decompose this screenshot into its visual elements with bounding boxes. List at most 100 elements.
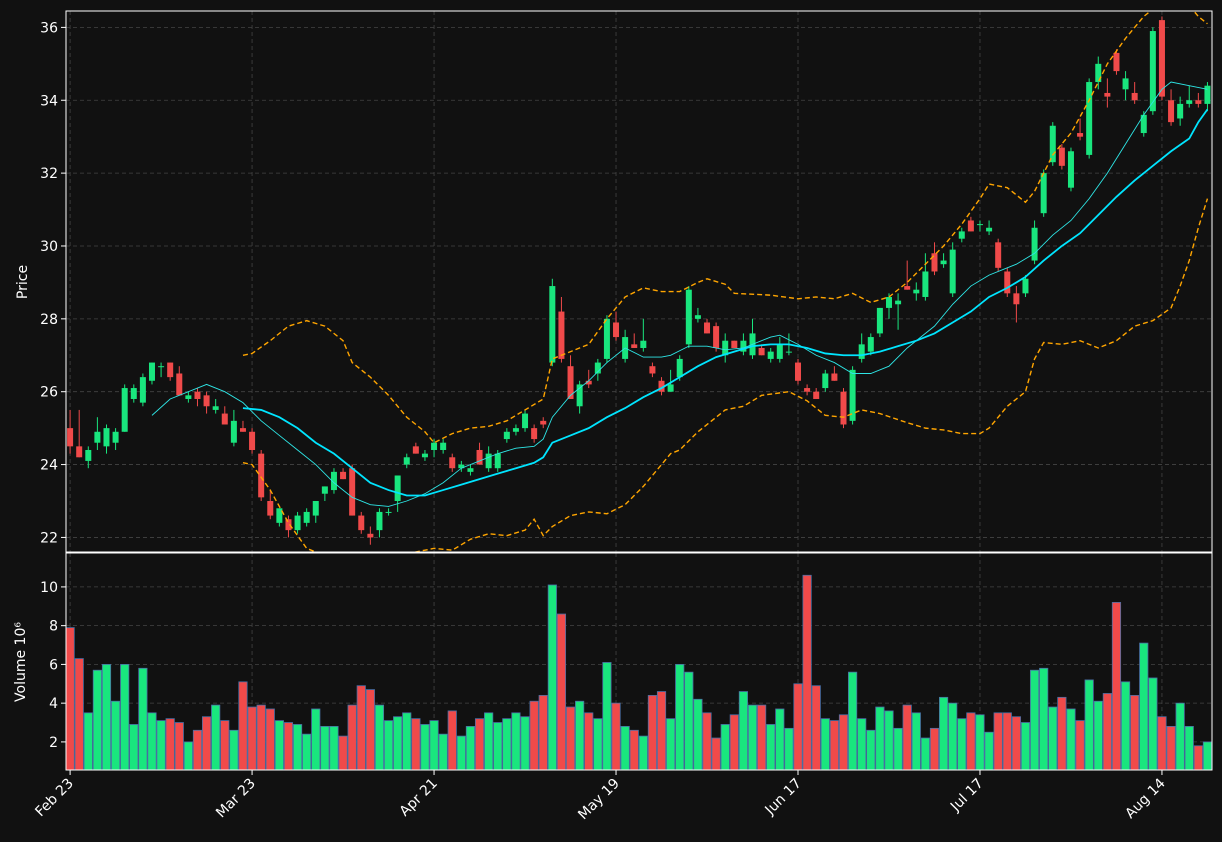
candle-body <box>1040 173 1047 214</box>
volume-bar <box>66 627 75 770</box>
volume-bar <box>138 667 148 770</box>
candle-body <box>185 395 192 399</box>
volume-bar <box>638 735 648 770</box>
candle-body <box>494 453 501 469</box>
candle-body <box>713 326 720 348</box>
candle-body <box>1204 85 1211 104</box>
candle-body <box>440 442 447 450</box>
volume-bar <box>1102 693 1112 770</box>
y-tick-label: 36 <box>40 20 58 36</box>
candle-body <box>986 227 993 232</box>
candle-body <box>203 395 210 407</box>
candle-body <box>94 431 101 443</box>
candle-body <box>1177 103 1184 119</box>
candle-body <box>949 249 956 294</box>
volume-bar <box>520 716 530 770</box>
volume-bar <box>311 708 321 770</box>
y-axis-label: Price <box>15 265 31 299</box>
volume-bar <box>365 689 375 770</box>
volume-bar <box>829 720 839 770</box>
candle-body <box>467 468 474 472</box>
candle-body <box>167 362 174 378</box>
candle-body <box>1104 92 1111 97</box>
volume-bar <box>929 727 940 770</box>
volume-bar <box>465 726 476 770</box>
candle-body <box>431 442 438 450</box>
volume-bar <box>183 741 193 770</box>
candle-body <box>512 428 519 432</box>
candle-body <box>294 515 301 531</box>
candle-body <box>503 431 510 440</box>
y-tick-label: 2 <box>49 735 58 751</box>
volume-bar <box>948 702 958 770</box>
volume-bar <box>857 718 867 770</box>
volume-bar <box>420 724 430 770</box>
candle-body <box>1113 52 1120 72</box>
volume-bar <box>283 722 294 770</box>
volume-bar <box>529 700 539 770</box>
volume-bar <box>1011 716 1021 770</box>
y-tick-label: 22 <box>40 530 58 546</box>
volume-bar <box>220 720 230 770</box>
candle-body <box>931 253 938 272</box>
volume-bar <box>793 683 803 770</box>
volume-bar <box>265 708 275 770</box>
candle-body <box>885 296 892 308</box>
volume-bar <box>484 712 494 770</box>
volume-bar <box>1120 681 1131 770</box>
candle-body <box>676 358 683 378</box>
volume-bar <box>356 685 366 770</box>
candle-body <box>230 420 237 443</box>
candle-body <box>85 449 92 461</box>
volume-bar <box>338 735 348 770</box>
candle-body <box>303 511 310 523</box>
volume-bar <box>593 718 603 770</box>
candle-body <box>76 446 83 458</box>
volume-bar <box>584 712 594 770</box>
volume-bar <box>766 724 776 770</box>
candle-body <box>158 366 165 368</box>
volume-bar <box>848 671 858 770</box>
volume-bar <box>538 695 548 770</box>
price-plot <box>67 11 1211 552</box>
candle-body <box>412 446 419 454</box>
volume-bar <box>347 704 357 770</box>
candle-body <box>594 362 601 374</box>
volume-bar <box>111 700 121 770</box>
candle-body <box>1067 151 1074 188</box>
volume-bar <box>429 720 439 770</box>
candle-body <box>1058 147 1065 166</box>
volume-bar <box>893 727 903 770</box>
volume-bar <box>438 733 448 770</box>
candle-body <box>1149 31 1156 112</box>
candle-body <box>1131 92 1138 101</box>
candle-body <box>813 391 820 399</box>
y-tick-label: 30 <box>40 239 58 255</box>
volume-bar <box>474 718 485 770</box>
candle-body <box>531 428 538 440</box>
y-tick-label: 8 <box>49 619 58 635</box>
candle-body <box>694 315 701 319</box>
volume-bar <box>292 724 303 770</box>
candle-body <box>1195 100 1202 104</box>
candle-body <box>740 340 747 352</box>
volume-bar <box>1075 720 1085 770</box>
candle-body <box>312 500 319 516</box>
volume-bar <box>1066 708 1076 770</box>
volume-bar <box>1048 706 1058 770</box>
candle-body <box>849 369 856 421</box>
candle-body <box>340 471 347 480</box>
volume-bar <box>411 718 421 770</box>
volume-bar <box>402 712 412 770</box>
volume-bar <box>1157 716 1167 770</box>
volume-bar <box>565 706 576 770</box>
candle-body <box>267 500 274 516</box>
volume-bar <box>702 712 712 770</box>
y-tick-label: 34 <box>40 93 58 109</box>
candle-body <box>704 322 711 334</box>
volume-bar <box>547 584 557 770</box>
volume-bar <box>174 722 184 770</box>
volume-bar <box>211 704 221 770</box>
candle-body <box>776 344 783 359</box>
volume-bar <box>711 737 721 770</box>
